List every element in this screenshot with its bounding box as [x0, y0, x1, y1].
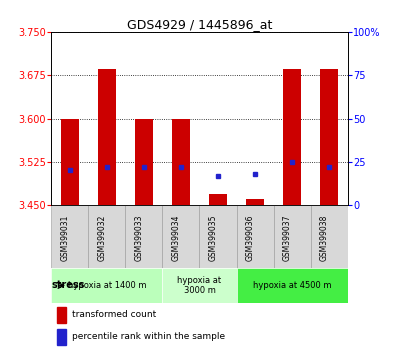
Text: GSM399035: GSM399035: [209, 215, 218, 261]
Text: GSM399037: GSM399037: [283, 215, 292, 261]
Bar: [60, 119, 79, 205]
Bar: [172, 119, 190, 205]
Text: percentile rank within the sample: percentile rank within the sample: [72, 332, 225, 341]
Text: hypoxia at
3000 m: hypoxia at 3000 m: [177, 276, 222, 295]
Bar: [51, 205, 88, 268]
Text: GSM399034: GSM399034: [172, 215, 181, 261]
Text: stress: stress: [52, 280, 85, 291]
Bar: [57, 307, 66, 322]
Text: GSM399033: GSM399033: [135, 215, 144, 261]
Bar: [310, 205, 348, 268]
Bar: [98, 69, 116, 205]
Bar: [51, 268, 162, 303]
Bar: [162, 268, 237, 303]
Bar: [88, 205, 126, 268]
Bar: [162, 205, 199, 268]
Text: hypoxia at 4500 m: hypoxia at 4500 m: [253, 281, 331, 290]
Bar: [209, 194, 227, 205]
Bar: [320, 69, 339, 205]
Title: GDS4929 / 1445896_at: GDS4929 / 1445896_at: [127, 18, 272, 31]
Text: hypoxia at 1400 m: hypoxia at 1400 m: [68, 281, 146, 290]
Text: GSM399038: GSM399038: [320, 215, 329, 261]
Bar: [126, 205, 162, 268]
Bar: [237, 268, 348, 303]
Text: transformed count: transformed count: [72, 310, 156, 319]
Bar: [135, 119, 153, 205]
Bar: [283, 69, 301, 205]
Text: GSM399036: GSM399036: [246, 215, 255, 261]
Bar: [57, 329, 66, 345]
Bar: [274, 205, 310, 268]
Bar: [246, 199, 264, 205]
Bar: [237, 205, 274, 268]
Bar: [199, 205, 237, 268]
Text: GSM399031: GSM399031: [61, 215, 70, 261]
Text: GSM399032: GSM399032: [98, 215, 107, 261]
